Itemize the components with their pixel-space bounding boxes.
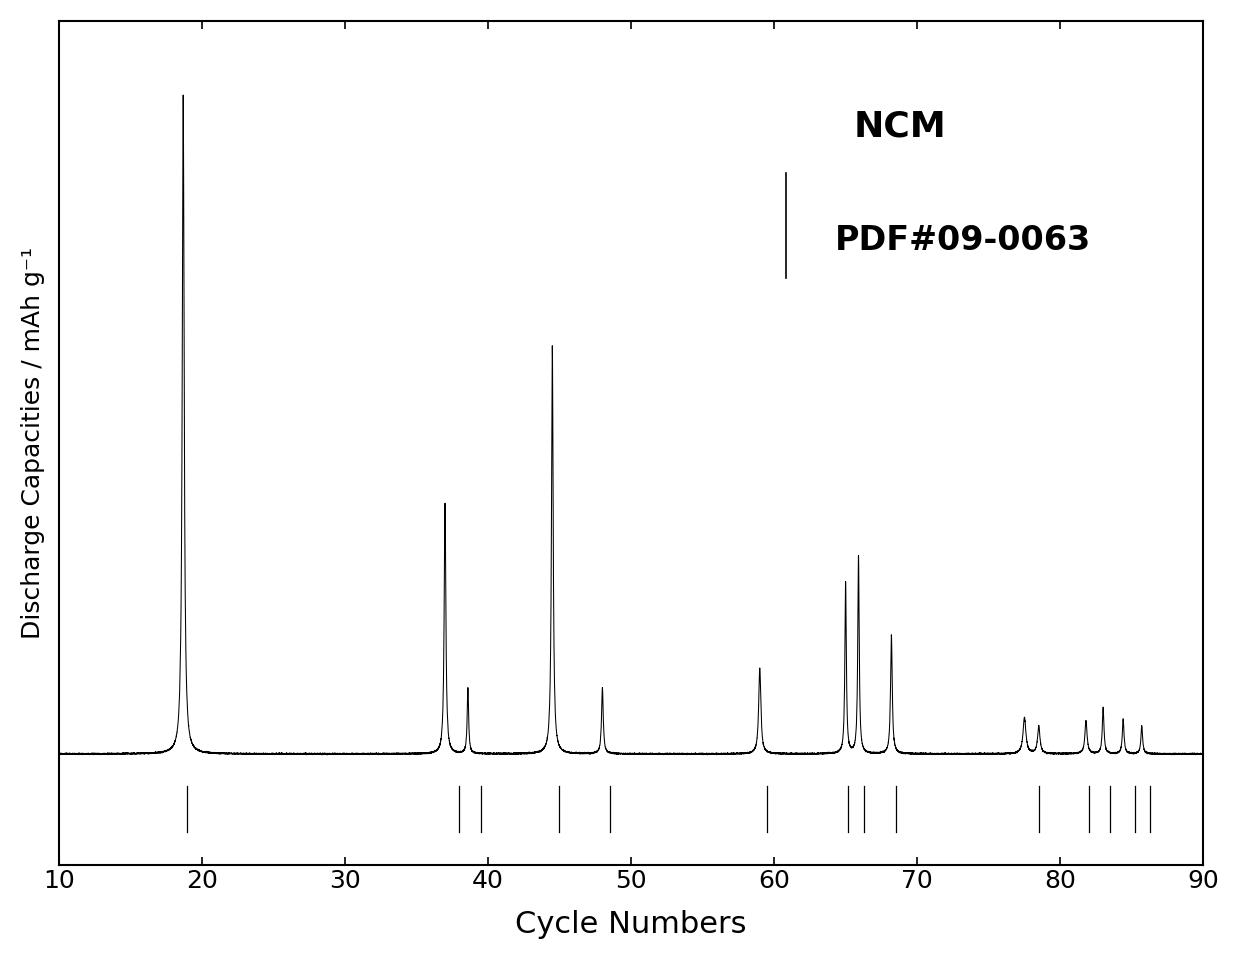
X-axis label: Cycle Numbers: Cycle Numbers bbox=[516, 910, 746, 939]
Text: NCM: NCM bbox=[853, 109, 946, 143]
Y-axis label: Discharge Capacities / mAh g⁻¹: Discharge Capacities / mAh g⁻¹ bbox=[21, 247, 45, 638]
Text: PDF#09-0063: PDF#09-0063 bbox=[835, 224, 1091, 256]
